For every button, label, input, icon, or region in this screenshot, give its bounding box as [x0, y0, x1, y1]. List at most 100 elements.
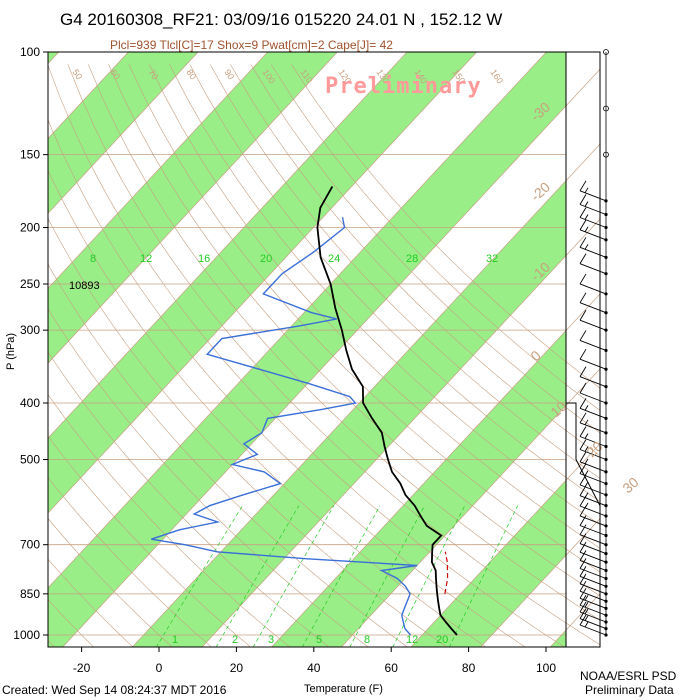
wind-barb-shaft	[579, 358, 607, 370]
wind-barb-shaft	[579, 302, 607, 314]
wind-barb-half-feather	[584, 226, 589, 233]
wind-barb-half-feather	[584, 608, 589, 615]
wind-barb-shaft	[579, 376, 607, 388]
calm-wind-marker	[603, 151, 609, 158]
wind-barb-half-feather	[584, 615, 589, 621]
wind-barb-shaft	[579, 495, 607, 507]
wind-barb-base	[604, 592, 608, 596]
mixing-ratio-label: 12	[140, 253, 152, 265]
wind-barb-feather	[579, 474, 587, 486]
dry-adiabat-line	[291, 64, 600, 389]
created-timestamp: Created: Wed Sep 14 08:24:37 MDT 2016	[2, 683, 227, 697]
wind-barb-feather	[579, 588, 587, 599]
wind-barb-shaft	[579, 461, 607, 473]
wind-barb-shaft	[579, 560, 607, 571]
wind-barb-feather	[579, 485, 587, 496]
isotherm-line	[48, 52, 547, 589]
mixing-ratio-bottom-label: 3	[268, 634, 274, 646]
wind-barb-shaft	[579, 575, 607, 587]
wind-barb-shaft	[579, 283, 607, 295]
wind-barb-shaft	[579, 611, 607, 623]
isotherm-line	[48, 52, 338, 364]
x-tick-label: 40	[307, 661, 321, 675]
isotherm-line	[340, 368, 600, 647]
y-tick-label: 150	[20, 148, 40, 162]
wind-barb-feather	[579, 382, 587, 394]
wind-barb-shaft	[579, 407, 607, 419]
mixing-ratio-label: 20	[260, 253, 272, 265]
mixing-ratio-line	[252, 505, 335, 647]
wind-barb-feather	[579, 180, 587, 192]
dry-adiabat-line	[48, 477, 212, 647]
wind-barb-shaft	[579, 551, 607, 563]
wind-barb-shaft	[579, 217, 607, 228]
wind-barb-shaft	[579, 590, 607, 602]
y-tick-label: 400	[20, 396, 40, 410]
wind-barb-shaft	[579, 229, 607, 241]
wind-barb-shaft	[579, 263, 607, 275]
mixing-ratio-label: 32	[486, 253, 498, 265]
wind-barb-shaft	[579, 436, 607, 447]
wind-barb-shaft	[579, 525, 607, 536]
wind-barb-feather	[579, 237, 587, 248]
wind-barb-feather	[579, 558, 587, 569]
wind-barb-shaft	[579, 583, 607, 595]
wind-barb-feather	[579, 273, 587, 285]
isotherm-label: 30	[619, 474, 641, 496]
x-tick-label: -20	[73, 661, 91, 675]
wind-barb-base	[604, 584, 608, 588]
wind-barb-feather	[579, 398, 587, 409]
wind-barb-base	[604, 626, 608, 631]
wind-barb-feather	[579, 533, 587, 544]
wind-barb-feather	[579, 601, 587, 613]
wind-barb-shaft	[579, 190, 607, 202]
wind-barb-half-feather	[584, 602, 589, 608]
mixing-ratio-line	[155, 505, 243, 647]
wind-barb-feather	[579, 366, 587, 377]
wind-barb-half-feather	[584, 419, 589, 426]
wind-barb-shaft	[579, 484, 607, 496]
mixing-ratio-bottom-label: 12	[406, 634, 418, 646]
isotherm-line	[48, 52, 269, 289]
dry-adiabat-line	[67, 64, 600, 646]
wind-barb-base	[604, 533, 608, 538]
isotherm-line	[480, 518, 600, 647]
wind-barb-feather	[579, 194, 587, 205]
dry-adiabat-label: 80	[184, 67, 198, 81]
wind-barb-shaft	[579, 534, 607, 546]
wind-barb-feather	[579, 219, 587, 231]
dry-adiabat-line	[250, 64, 600, 434]
mixing-ratio-line	[301, 505, 381, 647]
isotherm-line	[48, 52, 408, 439]
wind-barb-feather	[579, 412, 587, 424]
y-tick-label: 1000	[13, 628, 40, 642]
wind-barb-feather	[579, 541, 587, 553]
mixing-ratio-bottom-label: 1	[172, 634, 178, 646]
wind-barb-shaft	[579, 246, 607, 258]
dry-adiabat-line	[48, 308, 369, 647]
wind-barb-feather	[579, 426, 587, 437]
wind-barb-feather	[579, 515, 587, 526]
dry-adiabat-line	[48, 263, 408, 647]
mixing-ratio-label: 16	[198, 253, 210, 265]
y-tick-label: 850	[20, 587, 40, 601]
dry-adiabat-line	[48, 599, 95, 647]
wind-panel	[565, 49, 609, 647]
y-tick-label: 300	[20, 323, 40, 337]
mixing-ratio-label: 8	[90, 253, 96, 265]
wind-barb-feather	[579, 573, 587, 585]
y-tick-label: 200	[20, 221, 40, 235]
wind-barb-shaft	[579, 618, 607, 630]
mixing-ratio-lines	[155, 505, 519, 647]
dry-adiabat-line	[48, 435, 251, 647]
isotherm-line	[620, 39, 700, 647]
wind-barb-feather	[579, 348, 587, 360]
mixing-ratio-bottom-label: 8	[364, 634, 370, 646]
isotherm-band	[48, 52, 600, 647]
wind-barb-feather	[579, 330, 587, 341]
wind-barb-half-feather	[584, 201, 589, 207]
wind-barb-half-feather	[584, 621, 589, 628]
wind-barb-half-feather	[584, 446, 589, 452]
